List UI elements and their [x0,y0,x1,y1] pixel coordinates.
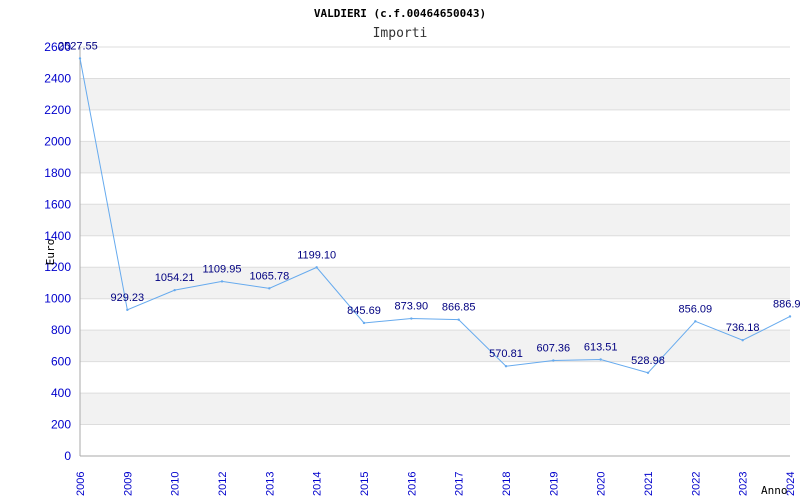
data-label: 607.36 [537,342,571,354]
y-tick-label: 400 [51,386,71,400]
data-label: 528.98 [631,355,665,367]
data-label: 1199.10 [297,249,336,261]
y-tick-labels: 0 200 400 600 800 1000 1200 1400 1600 1800 2000 220… [44,40,71,463]
x-tick-label: 2016 [406,472,418,496]
y-tick-label: 2200 [44,103,71,117]
x-tick-label: 2009 [122,472,134,496]
y-tick-label: 800 [51,323,71,337]
data-point [457,318,460,321]
x-tick-label: 2021 [643,472,655,496]
data-point [268,287,271,290]
data-label: 866.85 [442,302,476,314]
x-tick-label: 2006 [75,472,87,496]
grid-band [80,330,790,362]
x-tick-label: 2020 [596,472,608,496]
x-tick-label: 2018 [501,472,513,496]
data-label: 2527.55 [58,40,98,52]
grid-band [80,47,790,79]
y-tick-label: 1200 [44,260,71,274]
grid-band [80,361,790,394]
data-label: 886.9 [773,298,800,310]
axes [79,47,790,457]
y-tick-label: 1800 [44,166,71,180]
data-point [362,321,366,325]
y-tick-label: 2000 [44,134,71,148]
data-point [552,359,555,362]
chart-title: VALDIERI (c.f.00464650043) [314,7,486,20]
x-tick-label: 2014 [312,472,324,496]
data-label: 736.18 [726,322,760,334]
chart-subtitle: Importi [373,26,428,41]
x-tick-label: 2022 [690,472,702,496]
y-tick-label: 2400 [44,71,71,85]
data-point [173,288,176,292]
y-tick-label: 1600 [44,197,71,211]
data-label: 570.81 [489,348,523,360]
x-tick-label: 2023 [738,472,750,496]
x-tick-labels: 2006 2009 2010 2012 2013 2014 2015 2016 2017 2018… [75,472,797,496]
x-tick-label: 2019 [548,472,560,496]
grid-band [80,424,790,456]
y-tick-label: 1000 [44,292,71,306]
grid-band [80,204,790,236]
data-label: 613.51 [584,341,618,353]
x-tick-label: 2013 [264,472,276,496]
grid-band [80,172,790,205]
data-point [315,266,318,269]
data-label: 873.90 [395,301,429,313]
y-axis-label: Euro [44,239,57,266]
grid-band [80,141,790,173]
x-tick-label: 2010 [170,472,182,496]
y-tick-label: 200 [51,418,71,432]
x-tick-label: 2015 [359,472,371,496]
data-point [504,365,508,368]
y-tick-label: 1400 [44,229,71,243]
data-point [220,280,224,283]
x-axis-label: Anno [761,484,788,497]
series-line [79,58,791,374]
grid-lines [80,46,790,457]
x-tick-label: 2024 [785,472,797,496]
series-lines [78,57,792,374]
y-tick-label: 0 [64,449,71,463]
data-label: 1054.21 [155,272,195,284]
grid-band [80,393,790,425]
data-labels: 2527.55 929.23 1054.21 1109.95 1065.78 1199.1… [58,40,800,366]
data-point [646,371,650,374]
data-label: 929.23 [111,292,145,304]
data-label: 856.09 [679,303,713,315]
grid-bands [80,47,790,456]
data-point [126,308,129,312]
x-tick-label: 2012 [217,472,229,496]
data-point [694,320,697,323]
data-label: 1065.78 [249,270,289,282]
data-label: 845.69 [347,305,381,317]
x-tick-label: 2017 [454,472,466,496]
data-point [741,338,744,342]
grid-band [80,78,790,110]
data-point [788,315,792,318]
y-tick-label: 2600 [44,40,71,54]
grid-band [80,267,790,299]
grid-band [80,298,790,331]
y-tick-label: 600 [51,355,71,369]
data-point [410,317,413,320]
data-point [599,358,602,361]
data-point [78,57,82,60]
grid-band [80,109,790,142]
data-label: 1109.95 [203,263,242,275]
grid-band [80,235,790,268]
